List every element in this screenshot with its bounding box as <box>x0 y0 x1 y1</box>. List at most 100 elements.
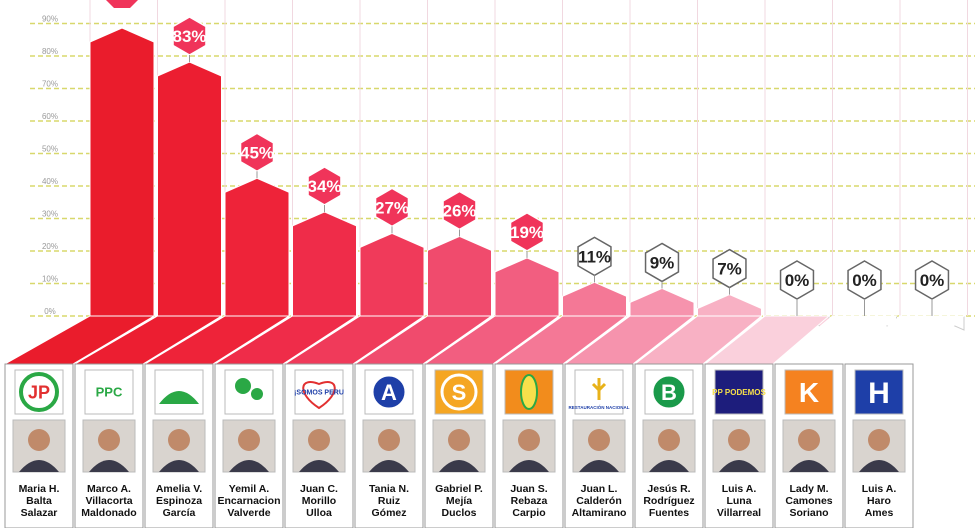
photo-body <box>229 460 269 472</box>
value-label: 9% <box>650 253 675 272</box>
value-label: 0% <box>785 271 810 290</box>
candidate-name-line: Ruiz <box>378 495 400 507</box>
candidate-name-line: Encarnacion <box>217 495 280 507</box>
bar <box>427 235 492 317</box>
candidate-name-line: Yemil A. <box>229 483 270 495</box>
candidate-name-line: Luna <box>726 495 751 507</box>
candidate-name-line: Soriano <box>789 507 828 519</box>
y-tick-label: 30% <box>42 210 58 219</box>
photo-face <box>868 429 890 451</box>
photo-body <box>89 460 129 472</box>
photo-body <box>579 460 619 472</box>
candidate-name-line: Morillo <box>302 495 336 507</box>
logo-hill <box>159 391 199 404</box>
photo-body <box>439 460 479 472</box>
logo-text: PPC <box>96 385 123 400</box>
candidate-name-line: Ames <box>865 507 894 519</box>
bar <box>494 257 560 317</box>
photo-body <box>789 460 829 472</box>
candidate-name-line: Altamirano <box>572 507 627 519</box>
value-label: 83% <box>172 27 206 46</box>
candidate-name-line: Villarreal <box>717 507 761 519</box>
bars <box>3 27 966 365</box>
photo-face <box>658 429 680 451</box>
candidate-name-line: García <box>163 507 196 519</box>
y-tick-label: 40% <box>42 177 58 186</box>
candidate-name-line: Balta <box>26 495 52 507</box>
candidate-name-line: Maldonado <box>81 507 136 519</box>
y-tick-label: 80% <box>42 47 58 56</box>
bar <box>562 281 627 317</box>
candidate-name-line: Tania N. <box>369 483 409 495</box>
candidate-panel: RESTAURACIÓN NACIONAL Juan L.CalderónAlta… <box>564 363 634 528</box>
logo-corn <box>520 374 538 410</box>
family-logo <box>224 369 274 415</box>
y-tick-label: 0% <box>44 307 56 316</box>
photo-body <box>299 460 339 472</box>
logo-wheat <box>591 378 607 400</box>
bar <box>697 294 762 317</box>
candidate-name-line: Camones <box>785 495 832 507</box>
logo-text: JP <box>28 382 50 402</box>
value-label: 0% <box>920 271 945 290</box>
y-tick-label: 20% <box>42 242 58 251</box>
bar <box>89 27 155 317</box>
photo-face <box>798 429 820 451</box>
h-logo <box>854 369 904 415</box>
logo-figure <box>235 378 251 394</box>
photo-face <box>448 429 470 451</box>
candidate-name-line: Villacorta <box>85 495 132 507</box>
candidate-name-line: Luis A. <box>722 483 757 495</box>
photo-body <box>159 460 199 472</box>
candidate-name-line: Salazar <box>21 507 58 519</box>
logo-circle <box>440 373 478 411</box>
logo-ring <box>19 372 59 412</box>
value-label: 34% <box>307 177 341 196</box>
value-label: 0% <box>852 271 877 290</box>
value-badges: 83% 45% 34% 27% 26% 19% 11% 9% 7% 0% 0% 0% <box>106 0 950 316</box>
logo-text: B <box>661 380 677 405</box>
k-logo <box>784 369 834 415</box>
photo-face <box>588 429 610 451</box>
y-tick-label: 90% <box>42 15 58 24</box>
bar <box>359 232 425 317</box>
bar <box>292 211 357 317</box>
photo-body <box>19 460 59 472</box>
photo-body <box>369 460 409 472</box>
logo-heart <box>302 381 336 410</box>
pp-logo <box>714 369 764 415</box>
candidate-name-line: Valverde <box>227 507 270 519</box>
value-label: 26% <box>442 201 476 220</box>
logo-text: RESTAURACIÓN NACIONAL <box>569 403 630 410</box>
candidate-name-line: Rebaza <box>511 495 548 507</box>
candidate-name-line: Maria H. <box>19 483 60 495</box>
photo-body <box>859 460 899 472</box>
candidate-name-line: Gabriel P. <box>435 483 483 495</box>
photo-face <box>518 429 540 451</box>
candidate-name-line: Carpio <box>512 507 545 519</box>
candidate-name-line: Fuentes <box>649 507 689 519</box>
value-label: 7% <box>717 260 742 279</box>
logo-text: H <box>868 377 890 410</box>
candidate-name-line: Ulloa <box>306 507 332 519</box>
candidate-name-line: Duclos <box>441 507 476 519</box>
y-tick-label: 60% <box>42 112 58 121</box>
logo-text: ¡SOMOS PERU <box>294 390 344 397</box>
photo-face <box>728 429 750 451</box>
value-label: 27% <box>375 198 409 217</box>
wheat-logo <box>574 369 624 415</box>
candidate-name-line: Marco A. <box>87 483 131 495</box>
logo-text: S <box>452 380 467 405</box>
